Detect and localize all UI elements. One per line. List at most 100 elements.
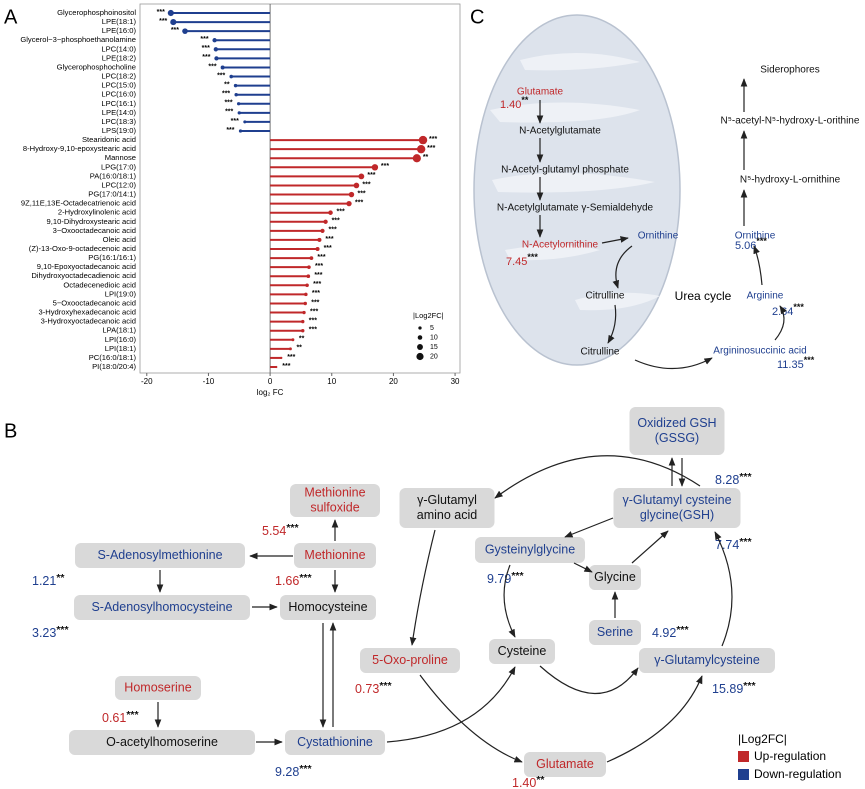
significance: ***	[337, 209, 345, 216]
y-tick-label: LPA(18:1)	[102, 326, 136, 335]
metabolite-box	[285, 730, 385, 755]
legend-title: |Log2FC|	[738, 732, 787, 746]
y-tick-label: 3-Hydroxyhexadecanoic acid	[38, 308, 136, 317]
significance: ***	[324, 245, 332, 252]
y-tick-label: Glycerophosphocholine	[57, 62, 136, 71]
y-tick-label: LPC(15:0)	[101, 81, 136, 90]
metabolite: Homocysteine	[288, 600, 367, 614]
significance: ***	[315, 263, 323, 270]
legend-swatch	[738, 769, 749, 780]
x-tick-label: 20	[389, 377, 398, 386]
fold-change-value: 1.21	[32, 574, 56, 588]
y-tick-label: 2-Hydroxylinolenic acid	[58, 208, 136, 217]
lollipop-dot	[170, 19, 177, 26]
fold-change: 5.06***	[735, 236, 767, 252]
metabolite: S-Adenosylhomocysteine	[91, 600, 232, 614]
significance: ***	[793, 302, 804, 312]
size-legend-title: |Log2FC|	[413, 311, 444, 320]
significance: ***	[202, 54, 210, 61]
metabolite: Methionine	[304, 548, 365, 562]
panel-label: B	[4, 420, 17, 442]
significance: **	[56, 572, 65, 584]
metabolite-box	[294, 543, 376, 568]
y-tick-label: 9,10-Epoxyoctadecanoic acid	[37, 262, 136, 271]
significance: ***	[224, 100, 232, 107]
arrow	[774, 305, 787, 341]
fold-change-value: 11.35	[777, 359, 804, 371]
fold-change-value: 7.74	[715, 538, 739, 552]
fold-change: 15.89***	[712, 680, 756, 697]
fold-change-value: 0.73	[355, 682, 379, 696]
significance: ***	[299, 763, 312, 775]
significance: ***	[756, 236, 767, 246]
significance: ***	[367, 172, 375, 179]
fold-change: 8.28***	[715, 471, 753, 488]
fold-change-value: 15.89	[712, 682, 743, 696]
size-legend-label: 20	[430, 353, 438, 360]
significance: ***	[312, 290, 320, 297]
lollipop-dot	[236, 102, 241, 106]
x-tick-label: -10	[203, 377, 215, 386]
lollipop-dot	[214, 56, 219, 61]
y-tick-label: LPC(16:1)	[101, 99, 136, 108]
arrow	[607, 304, 617, 344]
fold-change: 11.35***	[777, 355, 815, 371]
significance: ***	[309, 317, 317, 324]
metabolite-box	[115, 676, 201, 700]
significance: ***	[511, 570, 524, 582]
metabolite-box	[290, 484, 380, 517]
significance: ***	[310, 308, 318, 315]
lollipop-dot	[412, 154, 421, 163]
y-tick-label: LPE(14:0)	[102, 108, 137, 117]
significance: ***	[286, 522, 299, 534]
arrow	[612, 245, 633, 289]
significance: ***	[379, 680, 392, 692]
significance: ***	[804, 355, 815, 365]
size-legend-dot	[417, 335, 423, 340]
fold-change: 7.74***	[715, 536, 753, 553]
significance: ***	[157, 9, 165, 16]
arrow	[631, 530, 669, 564]
lollipop-dot	[229, 74, 234, 79]
y-tick-label: PG(16:1/16:1)	[88, 253, 136, 262]
mitochondrion	[473, 14, 681, 366]
y-tick-label: LPC(18:2)	[101, 72, 136, 81]
lollipop-dot	[301, 329, 305, 333]
fold-change: 7.45***	[506, 252, 538, 268]
significance: ***	[739, 471, 752, 483]
lollipop-dot	[212, 38, 217, 43]
lollipop-dot	[346, 200, 352, 207]
metabolite: Glutamate	[517, 87, 564, 98]
lollipop-dot	[305, 283, 309, 288]
arrow	[494, 455, 701, 499]
y-tick-label: PA(16:0/18:1)	[90, 171, 137, 180]
size-legend-dot	[418, 326, 422, 330]
significance: ***	[332, 218, 340, 225]
lollipop-dot	[289, 347, 292, 351]
lollipop-dot	[320, 228, 325, 233]
lollipop-dot	[328, 210, 333, 215]
y-tick-label: Oleic acid	[103, 235, 136, 244]
arrow	[714, 531, 733, 647]
lollipop-dot	[302, 310, 306, 315]
panel-label: A	[4, 6, 18, 28]
significance: ***	[743, 680, 756, 692]
lollipop-dot	[315, 246, 320, 252]
metabolite-box	[399, 488, 495, 528]
y-tick-label: LPG(17:0)	[101, 162, 137, 171]
significance: **	[296, 345, 302, 352]
fold-change-value: 1.40	[500, 99, 521, 111]
metabolite-box	[280, 595, 376, 620]
significance: ***	[231, 118, 239, 125]
arrow	[606, 675, 703, 763]
fold-change-value: 4.92	[652, 626, 676, 640]
metabolite: 5-Oxo-proline	[372, 653, 448, 667]
fold-change: 4.92***	[652, 624, 690, 641]
fold-change-value: 1.40	[512, 776, 536, 789]
significance: ***	[56, 624, 69, 636]
y-tick-label: LPC(12:0)	[101, 180, 136, 189]
metabolite: amino acid	[417, 508, 477, 522]
y-tick-label: Dihydroxyoctadecadienoic acid	[31, 271, 136, 280]
significance: ***	[317, 254, 325, 261]
